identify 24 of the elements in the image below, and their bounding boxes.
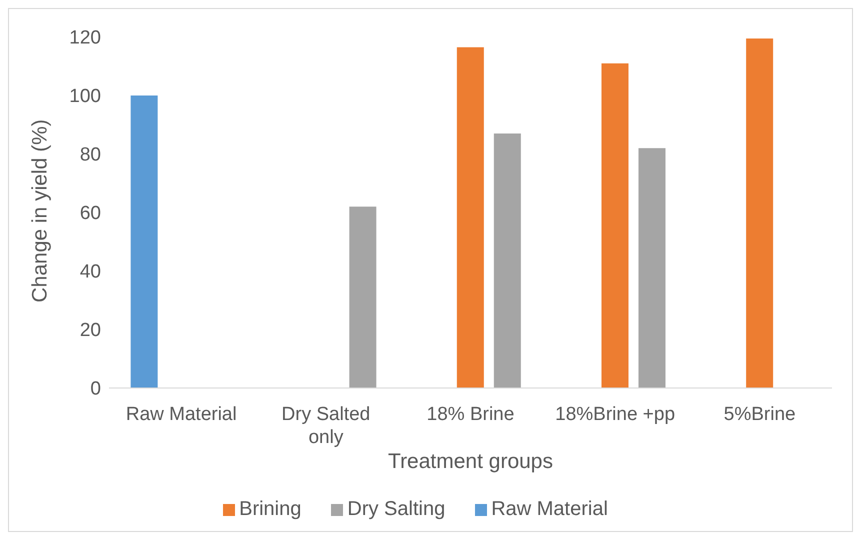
bar	[746, 38, 774, 388]
y-tick-label: 80	[80, 144, 101, 166]
x-axis-title: Treatment groups	[388, 450, 553, 473]
x-tick-label: 18% Brine	[426, 404, 514, 425]
y-tick-label: 60	[80, 203, 101, 224]
y-tick-label: 100	[69, 86, 101, 108]
bar	[456, 47, 484, 388]
bar	[349, 206, 376, 388]
legend-label: Brining	[239, 498, 302, 520]
x-tick-label: 5%Brine	[724, 404, 796, 425]
legend-label: Raw Material	[491, 498, 608, 520]
y-tick-label: 20	[80, 320, 101, 342]
legend-label: Dry Salting	[347, 498, 446, 520]
bar	[130, 96, 158, 388]
bar	[494, 134, 521, 388]
x-tick-label: 18%Brine +pp	[555, 404, 676, 425]
y-tick-label: 120	[69, 28, 101, 49]
x-tick-label: Dry Salted only	[282, 404, 370, 448]
y-tick-label: 40	[80, 262, 101, 283]
x-tick-label: Raw Material	[126, 404, 237, 425]
y-axis-title: Change in yield (%)	[28, 119, 52, 302]
bar	[638, 148, 666, 388]
bar	[601, 63, 628, 388]
y-tick-label: 0	[90, 378, 101, 400]
